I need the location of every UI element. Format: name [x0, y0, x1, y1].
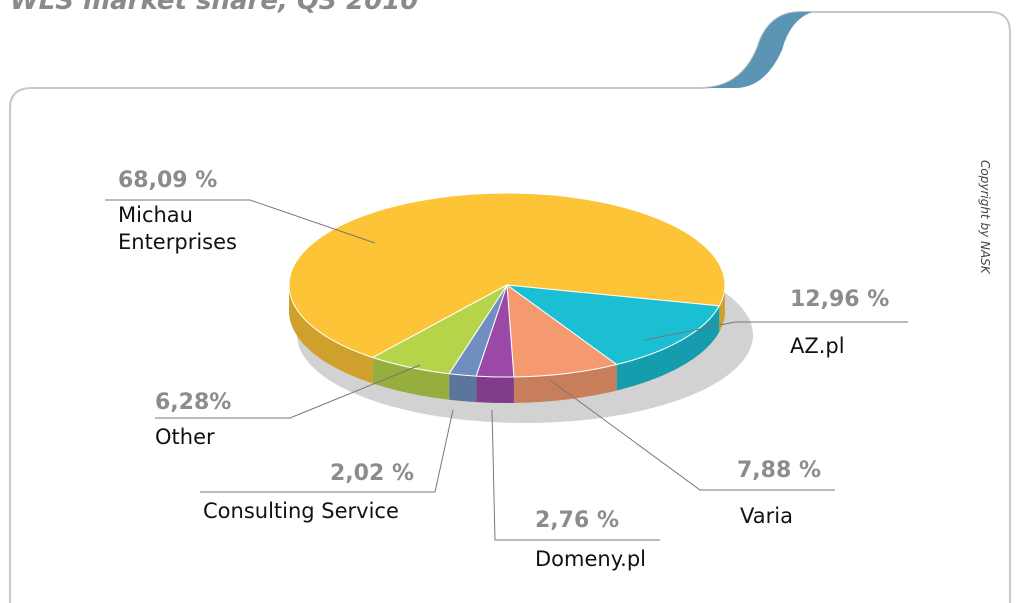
slice-side: [289, 285, 373, 384]
slice: [505, 284, 721, 366]
slice-side: [719, 286, 725, 332]
pie: [288, 192, 726, 403]
slice-side: [476, 376, 514, 403]
value-label: 2,02 %: [330, 461, 414, 486]
category-label: Domeny.pl: [535, 547, 646, 571]
category-label: Other: [155, 425, 215, 449]
slice-side: [513, 364, 617, 403]
slice: [288, 192, 726, 359]
slice-side: [616, 305, 720, 391]
value-label: 12,96 %: [790, 287, 890, 312]
value-label: 6,28%: [155, 390, 232, 415]
slice: [371, 284, 508, 375]
value-label: 68,09 %: [118, 168, 218, 193]
slice: [506, 283, 618, 378]
category-label: Consulting Service: [203, 499, 399, 523]
copyright: Copyright by NASK: [978, 160, 992, 274]
value-label: 7,88 %: [737, 458, 821, 483]
category-label: AZ.pl: [790, 334, 845, 358]
slice-side: [449, 373, 477, 403]
category-label: Michau Enterprises: [118, 203, 237, 254]
category-label: Varia: [740, 504, 793, 528]
slice-side: [372, 357, 450, 400]
chart-title: WLS market share, Q3 2010: [10, 0, 419, 16]
swoosh: [700, 12, 812, 88]
value-label: 2,76 %: [535, 508, 619, 533]
leader-lines: [105, 199, 908, 541]
